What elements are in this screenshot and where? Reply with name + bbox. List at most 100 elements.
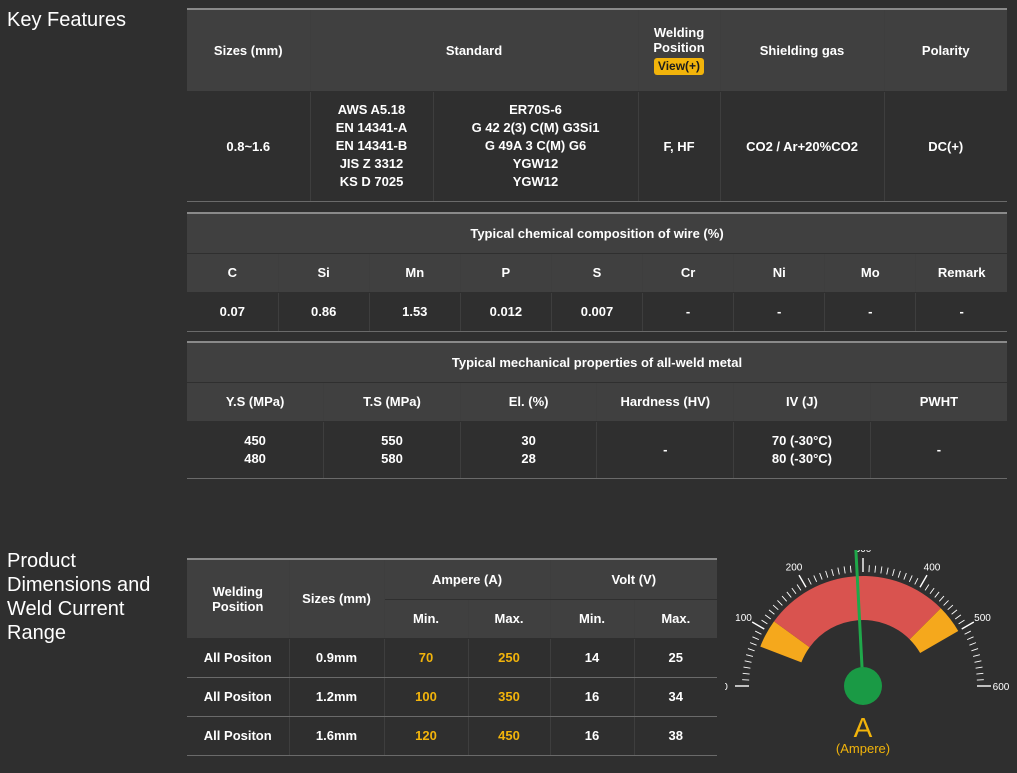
gauge-major-tick [751,621,765,630]
gauge-minor-tick [974,660,982,663]
gauge-minor-tick [837,567,840,575]
ys-value-1: 450 [244,432,266,448]
gauge-minor-tick [768,609,775,615]
size-value: 1.6mm [289,716,385,756]
welding-position-header-line-2: Position [212,598,264,614]
gauge-minor-tick [754,630,762,635]
ampere-max-value: 450 [468,716,551,756]
gauge-zones [760,576,959,663]
table-row: All Positon 1.2mm 100 350 16 34 [187,677,718,717]
gauge-minor-tick [777,600,783,606]
element-header: P [460,253,552,293]
gauge-tick-label: 0 [725,682,728,693]
sizes-header: Sizes (mm) [289,558,385,639]
gauge-minor-tick [796,584,802,591]
element-header: Cr [642,253,735,293]
gauge-unit-label: (Ampere) [836,741,890,756]
weld-current-range-table: Welding Position Sizes (mm) Ampere (A) V… [187,558,718,756]
ts-header: T.S (MPa) [323,382,461,422]
gauge-minor-tick [781,595,788,602]
view-button[interactable]: View(+) [653,58,705,76]
dimensions-title: Product Dimensions and Weld Current Rang… [7,549,150,645]
gauge-minor-tick [743,666,751,669]
ampere-header: Ampere (A) [384,558,551,600]
standard-header: Standard [310,8,639,92]
position-value: All Positon [187,638,290,678]
gauge-minor-tick [791,587,797,595]
remark-value: - [915,292,1007,332]
gauge-minor-tick [924,584,930,591]
gauge-minor-tick [903,572,907,580]
element-value: 0.86 [278,292,370,332]
ampere-min-value: 70 [384,638,469,678]
gauge-minor-tick [972,654,980,657]
position-value: All Positon [187,716,290,756]
gauge-minor-tick [971,648,979,652]
volt-header: Volt (V) [550,558,718,600]
dimensions-title-line-2: Dimensions and [7,574,151,596]
ampere-gauge: 0 100 200 300 400 500 600 A (Ampere) [725,550,1010,756]
pwht-header: PWHT [870,382,1007,422]
gauge-minor-tick [880,566,883,574]
gauge-minor-tick [969,642,977,646]
gauge-minor-tick [772,604,779,611]
gauge-zone [909,608,959,653]
gauge-minor-tick [831,569,834,577]
gauge-zone [774,576,941,648]
element-value: 1.53 [369,292,461,332]
gauge-major-tick [919,574,928,588]
list-item: YGW12 [512,174,559,189]
list-item: G 49A 3 C(M) G6 [484,138,587,153]
element-value: 0.07 [187,292,279,332]
gauge-minor-tick [892,569,895,577]
gauge-needle [854,550,865,688]
welding-position-header-line-1: Welding [653,25,705,41]
gauge-minor-tick [886,567,889,575]
chemical-composition-table: Typical chemical composition of wire (%)… [187,212,1007,332]
position-value: All Positon [187,677,290,717]
gauge-minor-tick [966,636,974,641]
ampere-max-header: Max. [468,599,551,639]
impact-value-2: 80 (-30°C) [771,450,832,466]
ampere-min-header: Min. [384,599,469,639]
ampere-min-value: 100 [384,677,469,717]
welding-position-header-line-2: Position [653,40,705,56]
sizes-value: 0.8~1.6 [187,91,311,202]
shielding-gas-header: Shielding gas [720,8,885,92]
gauge-minor-tick [943,600,949,606]
shielding-gas-value: CO2 / Ar+20%CO2 [720,91,885,202]
gauge-minor-tick [964,630,972,635]
gauge-tick-label: 200 [786,562,803,573]
elongation-value-1: 30 [521,432,536,448]
element-value: - [824,292,917,332]
ys-value: 450 480 [187,421,325,479]
gauge-minor-tick [786,591,792,598]
sizes-header: Sizes (mm) [187,8,311,92]
size-value: 1.2mm [289,677,385,717]
element-header: C [187,253,279,293]
gauge-minor-tick [746,654,754,657]
list-item: YGW12 [512,156,559,171]
element-value: - [733,292,826,332]
gauge-minor-tick [874,565,877,573]
elongation-value: 30 28 [460,421,598,479]
key-features-table: Sizes (mm) Standard Welding Position Vie… [187,8,1007,202]
gauge-minor-tick [849,565,852,573]
gauge-minor-tick [976,672,984,675]
ts-value-1: 550 [381,432,403,448]
gauge-minor-tick [947,604,954,611]
key-features-title: Key Features [7,9,126,31]
gauge-minor-tick [742,672,750,675]
ts-value-2: 580 [381,450,403,466]
element-value: 0.007 [551,292,644,332]
volt-min-value: 16 [550,677,635,717]
gauge-minor-tick [914,577,919,585]
gauge-minor-tick [897,570,901,578]
gauge-minor-tick [843,566,846,574]
list-item: AWS A5.18 [337,102,406,117]
hardness-value: - [596,421,735,479]
list-item: JIS Z 3312 [339,156,404,171]
mechanical-properties-table: Typical mechanical properties of all-wel… [187,341,1007,479]
welding-position-header: Welding Position View(+) [638,8,721,92]
gauge-hub [844,667,882,705]
